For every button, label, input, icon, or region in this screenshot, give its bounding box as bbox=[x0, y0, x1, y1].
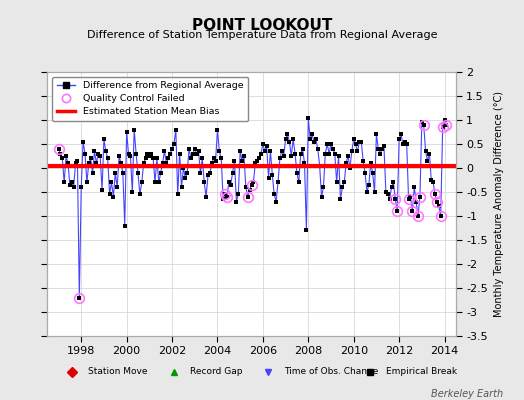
Text: Station Move: Station Move bbox=[88, 367, 148, 376]
Text: Berkeley Earth: Berkeley Earth bbox=[431, 389, 503, 399]
Text: Empirical Break: Empirical Break bbox=[386, 367, 457, 376]
Text: Difference of Station Temperature Data from Regional Average: Difference of Station Temperature Data f… bbox=[87, 30, 437, 40]
Y-axis label: Monthly Temperature Anomaly Difference (°C): Monthly Temperature Anomaly Difference (… bbox=[494, 91, 504, 317]
Text: Record Gap: Record Gap bbox=[190, 367, 243, 376]
Legend: Difference from Regional Average, Quality Control Failed, Estimated Station Mean: Difference from Regional Average, Qualit… bbox=[52, 77, 248, 121]
Text: Time of Obs. Change: Time of Obs. Change bbox=[284, 367, 379, 376]
Text: POINT LOOKOUT: POINT LOOKOUT bbox=[192, 18, 332, 33]
